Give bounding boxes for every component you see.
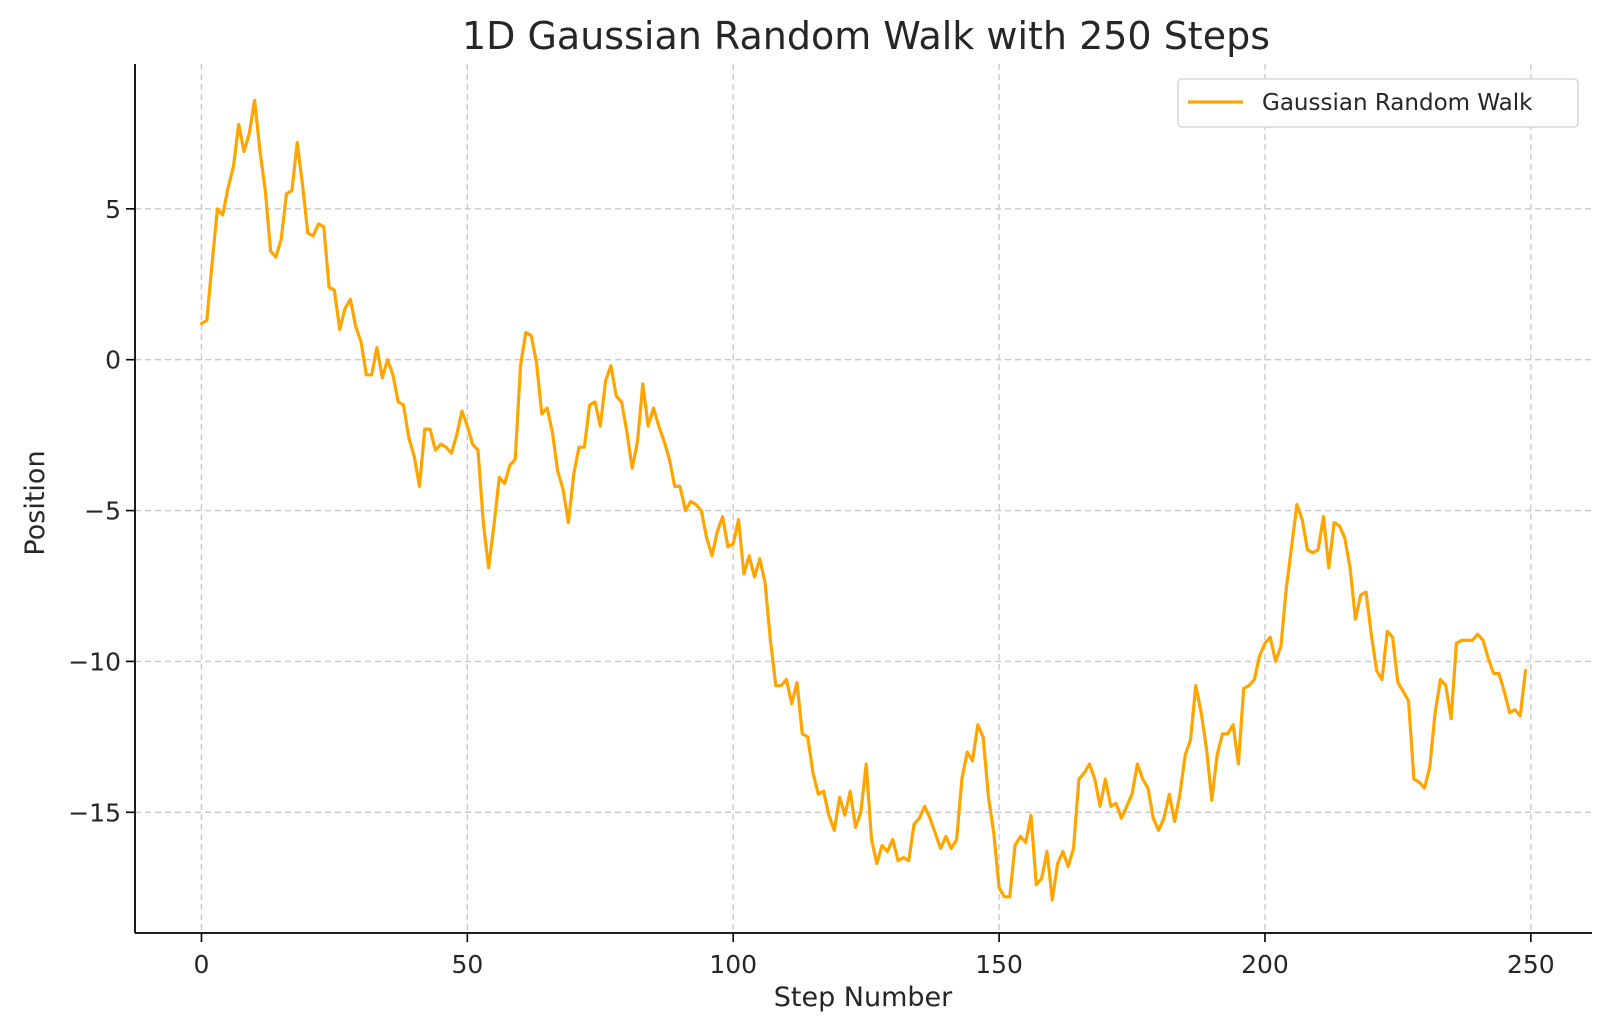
y-tick-label: −5	[84, 497, 121, 526]
legend-box	[1177, 78, 1579, 128]
y-axis-label: Position	[20, 450, 51, 555]
series-line	[199, 98, 1528, 902]
x-axis-ticks: 0 50 100 150 200 250	[194, 933, 1555, 979]
x-tick-label: 50	[451, 950, 483, 979]
x-tick-label: 100	[709, 950, 757, 979]
y-tick-label: 5	[105, 195, 121, 224]
x-tick-label: 200	[1241, 950, 1289, 979]
y-axis-ticks: 5 0 −5 −10 −15	[68, 195, 135, 827]
y-tick-label: 0	[105, 346, 121, 375]
y-tick-label: −10	[68, 647, 121, 676]
x-tick-label: 250	[1507, 950, 1555, 979]
legend-label: Gaussian Random Walk	[1262, 90, 1533, 116]
x-axis-label: Step Number	[774, 982, 953, 1013]
x-tick-label: 0	[194, 950, 210, 979]
grid-lines	[135, 64, 1592, 933]
chart-title: 1D Gaussian Random Walk with 250 Steps	[462, 14, 1270, 58]
x-tick-label: 150	[975, 950, 1023, 979]
legend: Gaussian Random Walk	[1177, 78, 1579, 128]
series-layer	[199, 98, 1528, 902]
y-tick-label: −15	[68, 798, 121, 827]
